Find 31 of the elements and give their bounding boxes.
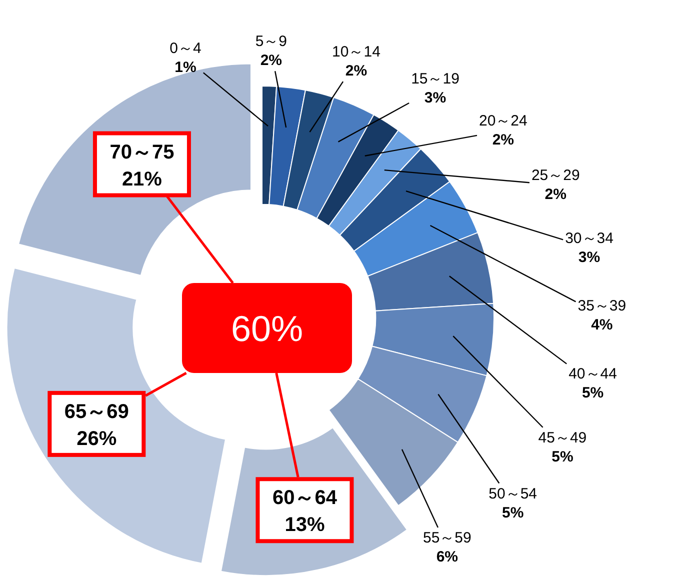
- data-label: 21%: [122, 168, 162, 190]
- slice-label: 35～39: [578, 297, 626, 314]
- slice-label: 40～44: [568, 365, 617, 382]
- slice-label: 50～54: [488, 485, 538, 502]
- data-label: 26%: [76, 428, 117, 450]
- data-label: 3%: [578, 248, 600, 266]
- slice-label: 70～75: [110, 141, 174, 164]
- text: 60%: [230, 308, 304, 349]
- slice-label: 20～24: [478, 112, 528, 130]
- data-label: 1%: [174, 58, 196, 76]
- slice-label: 15～19: [411, 70, 460, 88]
- data-label: 2%: [492, 132, 514, 149]
- slice-label: 55～59: [422, 529, 472, 546]
- slice-label: 25～29: [531, 166, 580, 184]
- slice-label: 45～49: [538, 429, 587, 446]
- slice-label: 0～4: [170, 40, 202, 57]
- data-label: 5%: [582, 384, 604, 402]
- data-label: 13%: [284, 514, 325, 536]
- data-label: 6%: [436, 548, 458, 566]
- slice-label: 30～34: [565, 230, 614, 247]
- data-label: 2%: [544, 186, 566, 203]
- data-label: 3%: [424, 90, 446, 107]
- slice-label: 60～64: [272, 487, 338, 510]
- data-label: 2%: [260, 52, 282, 70]
- slice-label: 5～9: [255, 33, 288, 50]
- slice-label: 65～69: [64, 400, 129, 423]
- data-label: 2%: [345, 62, 368, 80]
- data-label: 5%: [552, 448, 574, 466]
- data-label: 4%: [591, 316, 613, 334]
- data-label: 5%: [502, 504, 524, 522]
- slice-label: 10～14: [332, 44, 380, 61]
